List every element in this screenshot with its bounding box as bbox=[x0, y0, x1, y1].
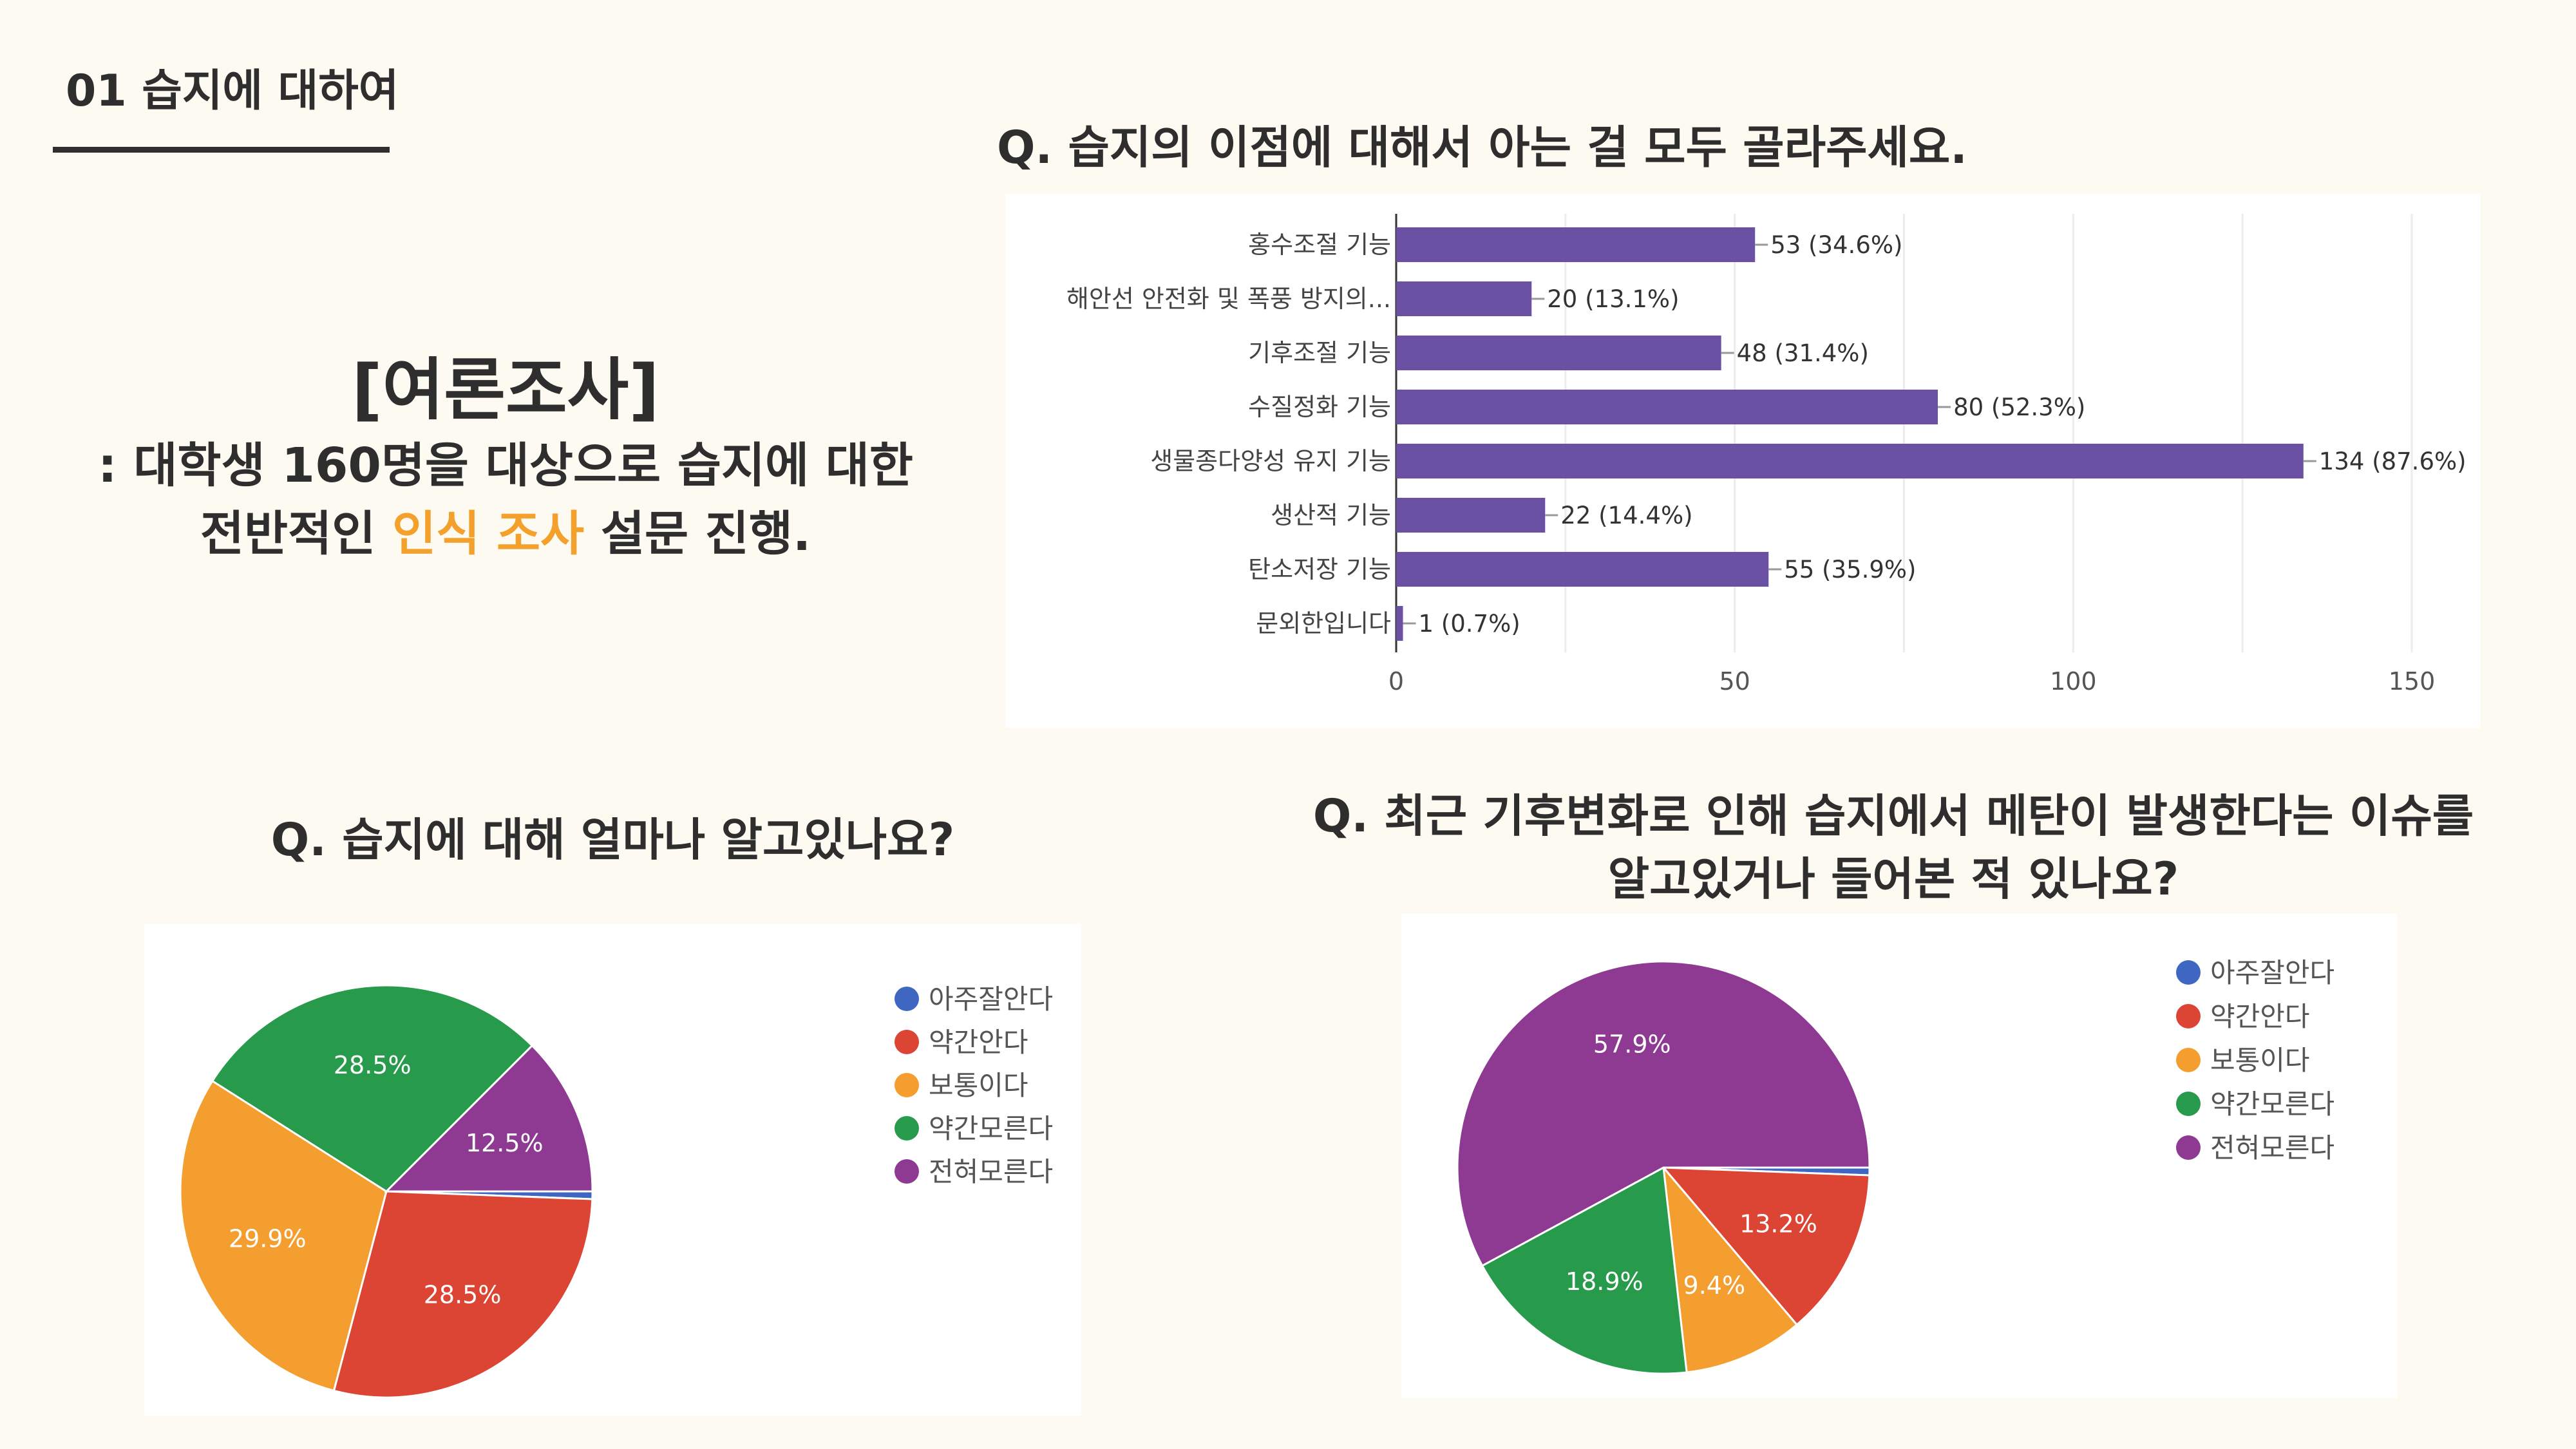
section-divider bbox=[53, 147, 390, 153]
bar bbox=[1396, 444, 2304, 478]
legend-marker bbox=[2176, 1004, 2201, 1028]
legend-label: 전혀모른다 bbox=[2210, 1132, 2334, 1164]
legend-marker bbox=[2176, 1135, 2201, 1160]
legend-marker bbox=[2176, 1048, 2201, 1072]
survey-line-2: 전반적인 인식 조사 설문 진행. bbox=[84, 500, 927, 568]
pie-slice bbox=[1662, 1164, 1799, 1374]
survey-highlight: 인식 조사 bbox=[392, 506, 585, 562]
legend-marker bbox=[895, 1159, 919, 1184]
question-methane-line-2: 알고있거나 들어본 적 있나요? bbox=[1607, 853, 2179, 905]
category-label: 문외한입니다 bbox=[1256, 609, 1391, 638]
slice-label: 57.9% bbox=[1593, 1030, 1671, 1059]
bar bbox=[1396, 390, 1938, 424]
legend-label: 아주잘안다 bbox=[929, 983, 1053, 1015]
x-tick-label: 0 bbox=[1388, 667, 1404, 696]
awareness-pie-chart: 28.5% 29.9% 28.5% 12.5% 아주잘안다약간안다보통이다약간모른다전혀… bbox=[179, 983, 1053, 1399]
survey-description: [여론조사] : 대학생 160명을 대상으로 습지에 대한 전반적인 인식 조… bbox=[84, 348, 927, 568]
survey-line-2-post: 설문 진행. bbox=[584, 506, 811, 562]
legend-label: 전혀모른다 bbox=[929, 1156, 1053, 1188]
section-title: 01 습지에 대하여 bbox=[66, 66, 399, 117]
data-label: 134 (87.6%) bbox=[2319, 448, 2467, 475]
category-label: 생산적 기능 bbox=[1271, 501, 1391, 529]
legend-label: 보통이다 bbox=[2210, 1045, 2310, 1076]
legend-label: 보통이다 bbox=[929, 1070, 1028, 1101]
legend-marker bbox=[2176, 960, 2201, 985]
slice-label: 28.5% bbox=[424, 1280, 502, 1309]
question-methane-line-1: Q. 최근 기후변화로 인해 습지에서 메탄이 발생한다는 이슈를 bbox=[1312, 790, 2474, 842]
category-label: 탄소저장 기능 bbox=[1248, 555, 1391, 583]
pie-slice bbox=[179, 1079, 388, 1392]
legend-marker bbox=[895, 1116, 919, 1141]
bar bbox=[1396, 281, 1532, 316]
benefits-bar-chart: 홍수조절 기능 53 (34.6%) 해안선 안전화 및 폭풍 방지의... 20 (… bbox=[1066, 214, 2467, 696]
legend-marker bbox=[895, 1030, 919, 1054]
slice-label: 18.9% bbox=[1566, 1267, 1643, 1296]
bar bbox=[1396, 552, 1769, 587]
survey-line-1: : 대학생 160명을 대상으로 습지에 대한 bbox=[98, 438, 913, 493]
legend-marker bbox=[895, 987, 919, 1011]
category-label: 수질정화 기능 bbox=[1248, 393, 1391, 421]
data-label: 53 (34.6%) bbox=[1770, 231, 1902, 259]
data-label: 55 (35.9%) bbox=[1784, 556, 1916, 583]
legend-label: 약간안다 bbox=[929, 1027, 1028, 1058]
data-label: 22 (14.4%) bbox=[1560, 502, 1692, 529]
data-label: 1 (0.7%) bbox=[1419, 610, 1520, 638]
legend-marker bbox=[2176, 1092, 2201, 1116]
data-label: 48 (31.4%) bbox=[1737, 339, 1869, 367]
slice-label: 13.2% bbox=[1739, 1210, 1817, 1238]
category-label: 생물종다양성 유지 기능 bbox=[1150, 447, 1391, 475]
bar bbox=[1396, 336, 1721, 370]
pie-slice bbox=[1456, 960, 1871, 1267]
pie-slice bbox=[1481, 1166, 1688, 1375]
bar bbox=[1396, 606, 1403, 641]
data-label: 20 (13.1%) bbox=[1547, 285, 1679, 313]
question-awareness-title: Q. 습지에 대해 얼마나 알고있나요? bbox=[270, 813, 955, 866]
x-tick-label: 50 bbox=[1719, 667, 1750, 696]
legend-label: 아주잘안다 bbox=[2210, 957, 2334, 989]
pie-slice bbox=[1661, 1166, 1871, 1327]
category-label: 홍수조절 기능 bbox=[1248, 231, 1391, 259]
slice-label: 9.4% bbox=[1683, 1271, 1746, 1300]
methane-pie-chart: 13.2% 9.4% 18.9% 57.9% 아주잘안다약간안다보통이다약간모른다전혀모… bbox=[1456, 957, 2334, 1375]
x-tick-label: 150 bbox=[2389, 667, 2436, 696]
slice-label: 12.5% bbox=[466, 1129, 544, 1157]
question-benefits-title: Q. 습지의 이점에 대해서 아는 걸 모두 골라주세요. bbox=[997, 121, 1967, 174]
legend-label: 약간모른다 bbox=[929, 1113, 1053, 1144]
survey-line-2-pre: 전반적인 bbox=[200, 506, 393, 562]
slice-label: 28.5% bbox=[334, 1051, 412, 1079]
benefits-bar-chart-panel: 홍수조절 기능 53 (34.6%) 해안선 안전화 및 폭풍 방지의... 20 (… bbox=[1005, 194, 2481, 728]
question-methane-title: Q. 최근 기후변화로 인해 습지에서 메탄이 발생한다는 이슈를 알고있거나 … bbox=[1288, 784, 2499, 911]
legend-label: 약간모른다 bbox=[2210, 1088, 2334, 1120]
slice-label: 29.9% bbox=[229, 1224, 307, 1253]
bar bbox=[1396, 498, 1546, 533]
pie-slice bbox=[211, 984, 534, 1193]
pie-slice bbox=[332, 1190, 594, 1399]
x-tick-label: 100 bbox=[2050, 667, 2097, 696]
bar bbox=[1396, 227, 1756, 262]
category-label: 해안선 안전화 및 폭풍 방지의... bbox=[1066, 285, 1391, 313]
legend-label: 약간안다 bbox=[2210, 1001, 2310, 1032]
category-label: 기후조절 기능 bbox=[1248, 339, 1391, 367]
pie-slice bbox=[384, 1044, 594, 1193]
data-label: 80 (52.3%) bbox=[1953, 393, 2085, 421]
legend-marker bbox=[895, 1073, 919, 1097]
survey-heading: [여론조사] bbox=[352, 350, 659, 429]
